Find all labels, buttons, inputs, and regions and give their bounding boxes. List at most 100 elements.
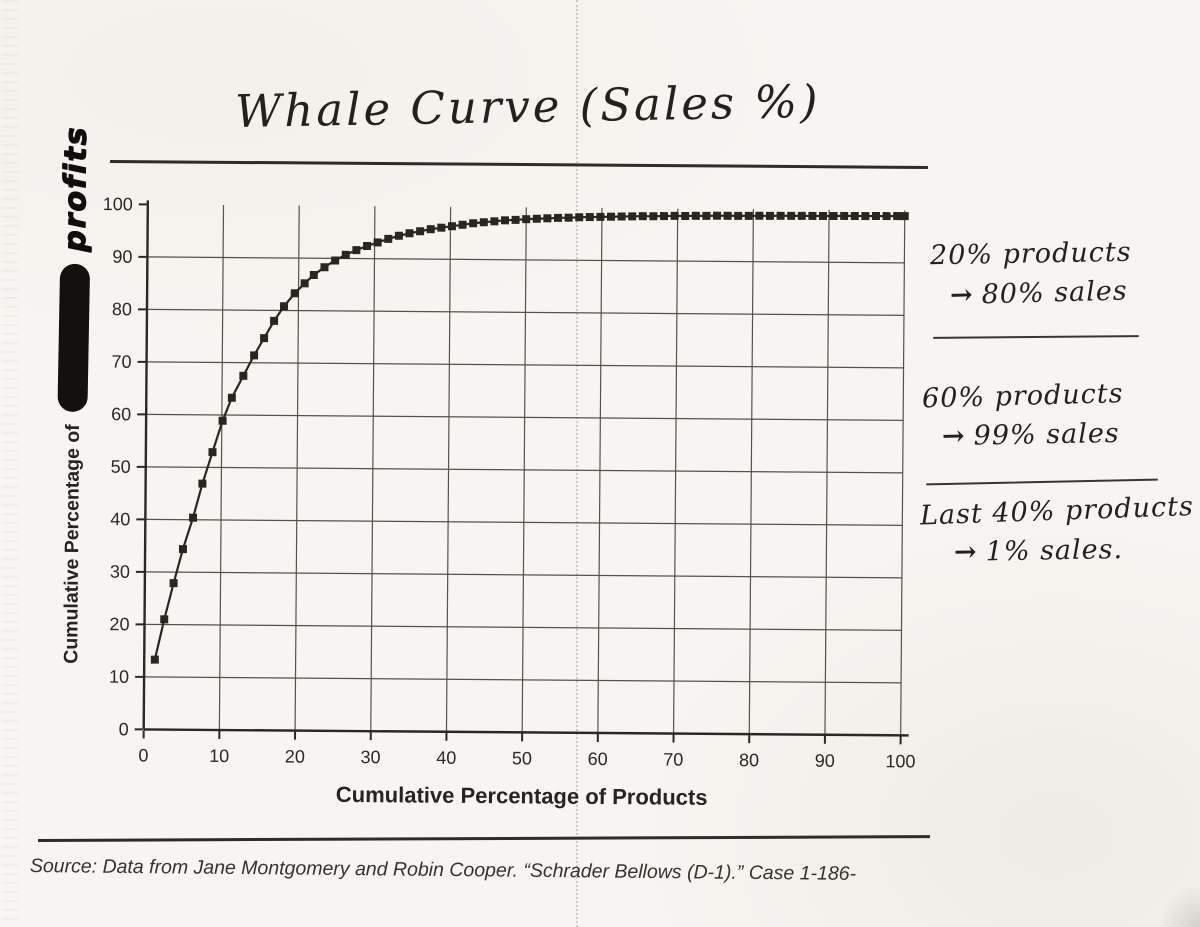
chart-block: 0 10 20 30 40 50 60 70 80 90 100 0 10 20 30 40 50 60 70 80 9… (57, 126, 936, 852)
data-point-marker (776, 211, 785, 220)
y-tick-label: 100 (103, 194, 133, 214)
redaction-blob (57, 264, 91, 413)
data-point-marker (208, 448, 217, 457)
data-point-marker (500, 216, 510, 225)
data-point-marker (808, 211, 817, 220)
x-tick-label: 50 (512, 748, 532, 768)
grid-line-horizontal (146, 361, 904, 369)
x-tick-label: 30 (360, 747, 380, 767)
data-point-marker (734, 211, 743, 220)
data-point-marker (331, 256, 340, 265)
grid-line-horizontal (145, 466, 903, 474)
y-tick-label: 30 (110, 562, 130, 582)
x-tick-label: 80 (739, 750, 759, 770)
top-divider-line (109, 160, 928, 169)
data-point-marker (150, 655, 159, 664)
source-citation: Source: Data from Jane Montgomery and Ro… (29, 855, 857, 885)
data-point-marker (900, 212, 909, 221)
data-point-marker (702, 211, 711, 220)
annotation-value: 1% sales. (985, 534, 1124, 568)
data-point-marker (585, 213, 594, 222)
data-point-marker (532, 214, 541, 223)
data-point-marker (755, 211, 764, 220)
annotation-60-99: 60% products → 99% sales (922, 378, 1182, 452)
data-point-marker (178, 545, 187, 554)
data-point-marker (850, 211, 859, 221)
data-point-marker (227, 393, 236, 402)
whale-curve-chart: 0 10 20 30 40 50 60 70 80 90 100 0 10 20 30 40 50 60 70 80 9… (103, 194, 916, 771)
data-point-marker (670, 211, 679, 220)
grid-line-horizontal (144, 623, 902, 631)
data-point-marker (787, 211, 796, 220)
data-point-marker (744, 211, 753, 220)
data-point-marker (659, 212, 669, 221)
annotation-line: → 80% sales (950, 274, 1191, 311)
data-point-marker (797, 211, 806, 220)
y-tick-label: 70 (111, 352, 131, 372)
data-point-marker (426, 225, 435, 234)
data-point-marker (416, 227, 425, 236)
data-point-marker (490, 217, 499, 226)
data-point-marker (218, 416, 227, 425)
data-point-marker (511, 215, 520, 224)
data-point-marker (882, 212, 891, 221)
data-point-marker (290, 289, 299, 298)
whale-curve-line (153, 214, 905, 660)
data-point-marker (479, 218, 488, 227)
x-tick-label: 100 (885, 751, 915, 771)
x-axis-line (143, 728, 909, 737)
annotation-value: 80% sales (981, 275, 1129, 311)
grid-line-horizontal (147, 256, 905, 264)
y-tick-label: 40 (110, 509, 130, 529)
data-point-marker (871, 211, 881, 221)
data-point-marker (320, 263, 329, 272)
y-tick-label: 60 (111, 404, 131, 424)
scan-fold-line (576, 0, 578, 927)
annotation-divider-1 (932, 335, 1140, 339)
data-point-marker (522, 215, 531, 224)
data-point-marker (394, 231, 403, 240)
y-axis-printed-label: Cumulative Percentage of (59, 424, 84, 664)
arrow-right-icon: → (949, 279, 975, 312)
data-point-marker (458, 220, 467, 229)
x-tick-label: 0 (138, 745, 148, 765)
data-point-marker (270, 316, 279, 325)
x-tick-label: 70 (663, 749, 683, 769)
y-tick-label: 10 (109, 667, 129, 687)
data-point-marker (638, 212, 647, 221)
data-point-marker (405, 229, 414, 238)
data-point-marker (606, 212, 616, 221)
data-point-marker (596, 212, 605, 221)
data-point-marker (840, 211, 849, 220)
data-point-marker (373, 238, 382, 247)
data-point-marker (681, 211, 690, 221)
annotation-line: Last 40% products (919, 490, 1195, 532)
annotation-divider-2 (926, 478, 1158, 486)
annotation-last40-1: Last 40% products → 1% sales. (920, 491, 1195, 568)
scan-edge-noise (2, 0, 18, 927)
y-tick-label: 90 (112, 247, 132, 267)
data-point-marker (260, 334, 269, 343)
data-point-marker (469, 219, 478, 228)
data-point-marker (893, 212, 902, 221)
y-axis-label: Cumulative Percentage of profits (49, 115, 97, 675)
y-axis-line (142, 200, 150, 730)
data-point-marker (309, 270, 318, 280)
data-point-marker (765, 211, 775, 220)
x-tick-label: 60 (588, 749, 608, 769)
scan-corner-shadow (1150, 860, 1200, 927)
data-point-marker (362, 241, 372, 251)
data-point-marker (712, 211, 722, 220)
x-axis-title: Cumulative Percentage of Products (335, 781, 708, 810)
data-point-marker (553, 213, 563, 222)
grid-line-horizontal (146, 413, 904, 421)
data-point-marker (279, 302, 289, 311)
data-point-marker (437, 223, 446, 232)
data-point-marker (239, 371, 248, 380)
data-point-marker (628, 212, 637, 221)
data-point-marker (861, 212, 870, 221)
page-title: Whale Curve (Sales %) (234, 74, 822, 138)
data-point-marker (160, 615, 169, 624)
data-point-marker (189, 513, 198, 522)
grid-line-horizontal (144, 571, 902, 579)
